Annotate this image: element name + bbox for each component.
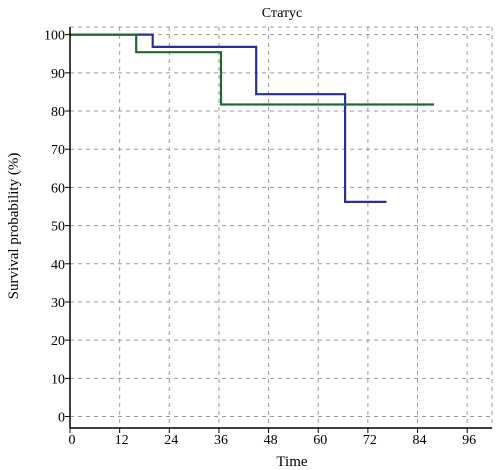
x-tick-label: 84 xyxy=(413,433,427,448)
y-tick-label: 70 xyxy=(51,143,65,158)
y-tick-label: 80 xyxy=(51,105,65,120)
x-tick-label: 48 xyxy=(264,433,278,448)
y-tick-label: 20 xyxy=(51,334,65,349)
axes-layer: 0 12 24 36 48 60 72 84 96 0 10 20 30 40 50 60 70 80 90 100 xyxy=(44,27,492,448)
x-axis-label: Time xyxy=(276,454,307,470)
y-tick-label: 50 xyxy=(51,220,65,235)
y-tick-label: 40 xyxy=(51,258,65,273)
x-tick-label: 96 xyxy=(462,433,476,448)
x-tick-label: 60 xyxy=(313,433,327,448)
series-layer xyxy=(70,33,435,203)
x-tick-label: 24 xyxy=(164,433,178,448)
x-tick-label: 36 xyxy=(214,433,228,448)
chart-title: Статус xyxy=(262,6,302,21)
x-tick-label: 12 xyxy=(115,433,129,448)
y-tick-label: 10 xyxy=(51,372,65,387)
x-tick-label: 72 xyxy=(363,433,377,448)
y-tick-label: 60 xyxy=(51,181,65,196)
grid-layer xyxy=(70,26,493,428)
survival-curve-2 xyxy=(70,33,435,106)
y-axis-label: Survival probability (%) xyxy=(6,153,22,300)
y-tick-label: 0 xyxy=(58,411,65,426)
x-tick-label: 0 xyxy=(69,433,76,448)
y-tick-label: 100 xyxy=(44,29,65,44)
y-tick-label: 30 xyxy=(51,296,65,311)
survival-curve-1 xyxy=(70,33,387,203)
y-tick-label: 90 xyxy=(51,67,65,82)
